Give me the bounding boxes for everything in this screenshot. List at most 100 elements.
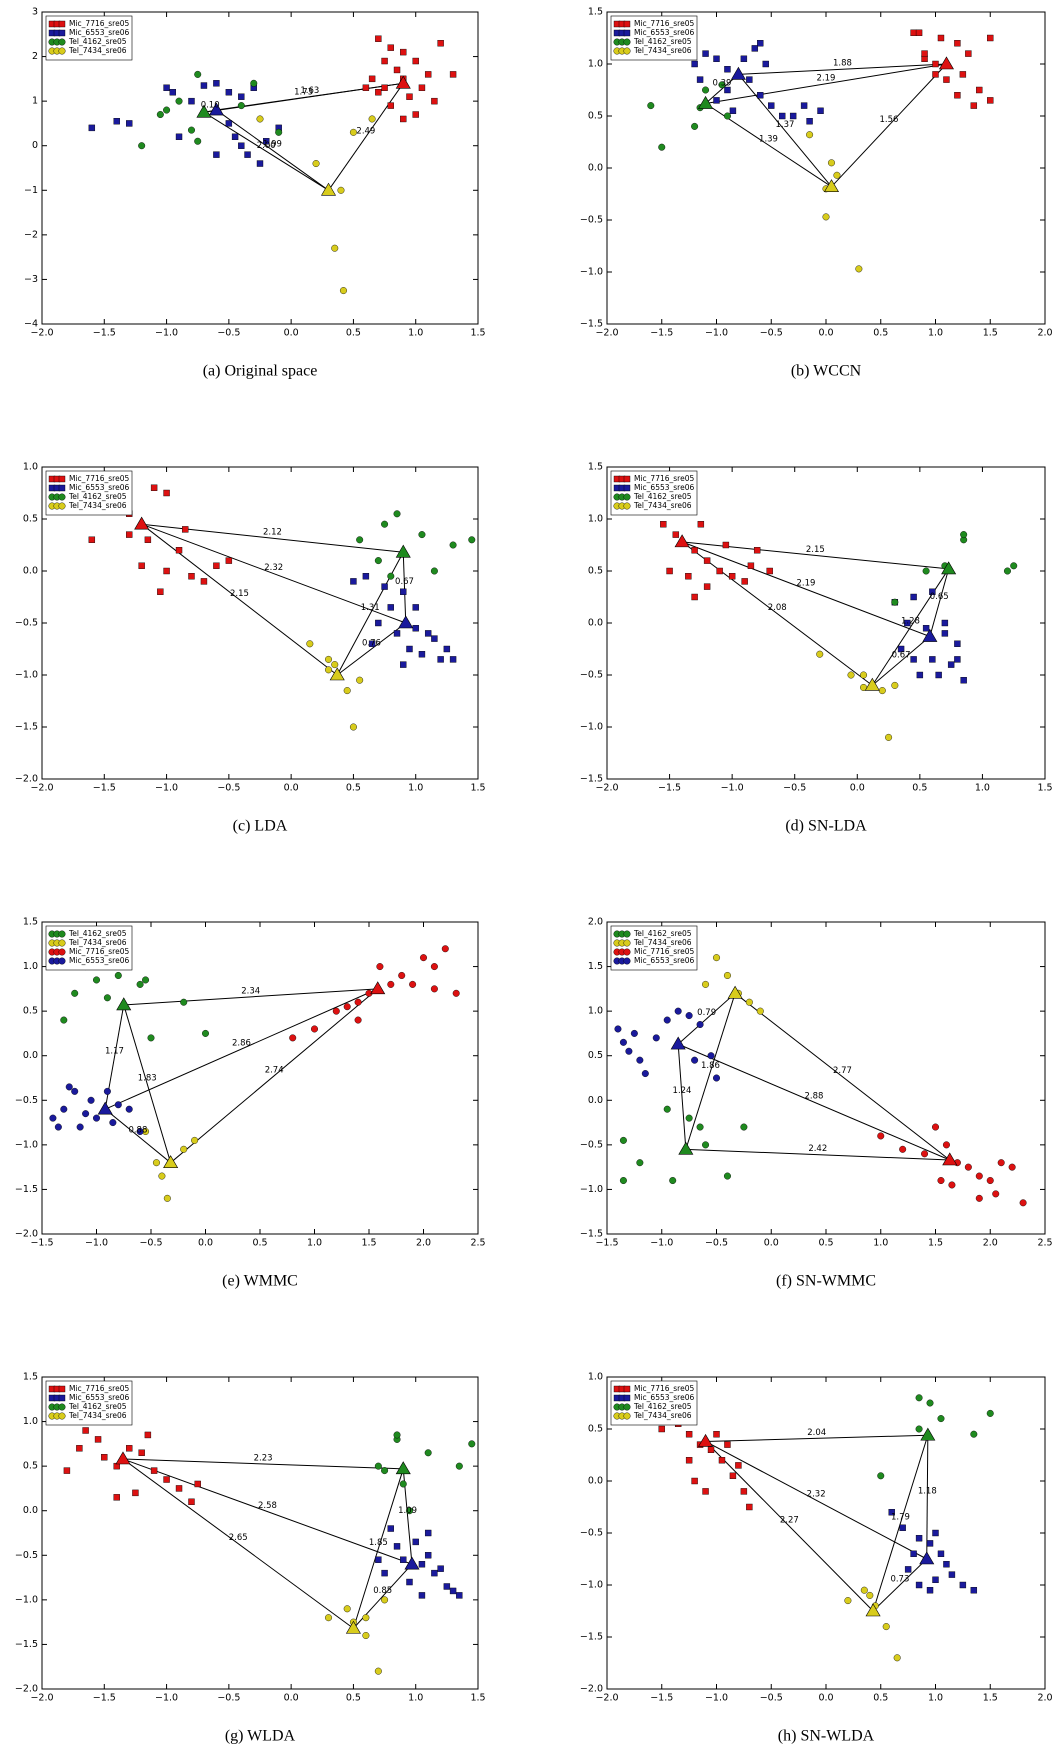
legend-marker (58, 29, 66, 37)
centroid (320, 182, 337, 196)
legend-marker (623, 502, 631, 510)
point (332, 1007, 340, 1015)
point (891, 598, 899, 606)
point (672, 531, 680, 538)
point (915, 1581, 923, 1589)
point (696, 76, 704, 83)
point (455, 1462, 463, 1470)
distance-label: 1.79 (891, 1513, 910, 1523)
point (922, 567, 930, 575)
x-tick-label: −2.0 (30, 1693, 53, 1704)
point (724, 86, 731, 94)
legend-marker (58, 20, 66, 28)
point (424, 630, 432, 637)
point (412, 57, 419, 65)
point (387, 980, 395, 988)
point (200, 578, 208, 585)
centroid-link (105, 988, 378, 1110)
point (723, 971, 731, 979)
point (779, 112, 786, 120)
x-tick-label: 0.0 (284, 328, 299, 339)
point (409, 980, 417, 988)
legend-marker (623, 47, 631, 55)
point (331, 661, 339, 669)
centroid-link (122, 1458, 413, 1565)
point (412, 1538, 419, 1546)
legend-label: Mic_6553_sre06 (69, 1393, 129, 1402)
point (375, 35, 382, 42)
point (757, 91, 764, 99)
point (325, 1614, 333, 1622)
caption: (b) WCCN (791, 363, 862, 380)
legend-marker (623, 484, 631, 492)
point (702, 1141, 710, 1149)
point (986, 1409, 994, 1417)
point (109, 1119, 117, 1127)
point (144, 536, 152, 543)
point (703, 557, 711, 564)
point (674, 1007, 682, 1015)
x-tick-label: −2.0 (30, 328, 53, 339)
point (449, 1587, 457, 1595)
legend-label: Tel_7434_sre06 (68, 1411, 127, 1420)
y-tick-label: −0.5 (15, 618, 38, 629)
panel: −1.5 −1.0 −0.5 0.0 0.5 1.0 1.5 2.0 2.5−2.0−1.5−1… (15, 917, 486, 1290)
centroid-link (705, 1441, 874, 1612)
x-tick-label: 0.5 (873, 1693, 888, 1704)
centroid-link (685, 1148, 950, 1161)
point (400, 1556, 407, 1563)
point (722, 541, 730, 549)
x-tick-label: −0.5 (705, 1238, 728, 1249)
point (76, 1123, 84, 1131)
y-tick-label: 0.0 (588, 1476, 603, 1487)
point (101, 1454, 108, 1461)
point (387, 1525, 394, 1532)
legend-marker (58, 1412, 66, 1420)
distance-label: 1.28 (901, 617, 920, 627)
point (899, 1145, 907, 1153)
distance-label: 2.19 (797, 579, 816, 589)
point (728, 573, 736, 580)
caption: (d) SN-LDA (785, 818, 867, 835)
x-tick-label: −2.0 (595, 1693, 618, 1704)
point (663, 1105, 671, 1113)
point (619, 1136, 627, 1144)
legend-label: Tel_4162_sre05 (68, 492, 127, 501)
point (954, 40, 961, 47)
centroid (865, 1603, 881, 1617)
centroid (134, 516, 150, 530)
point (866, 1591, 874, 1599)
point (82, 1427, 89, 1434)
point (702, 86, 710, 94)
point (975, 1172, 983, 1180)
distance-label: 1.83 (138, 1073, 157, 1083)
point (368, 115, 376, 123)
distance-label: 2.42 (808, 1144, 827, 1154)
centroid (670, 1036, 686, 1050)
y-tick-label: 1.5 (588, 462, 603, 473)
x-tick-label: 1.0 (408, 1693, 423, 1704)
point (685, 1456, 693, 1464)
x-tick-label: −1.0 (721, 783, 744, 794)
point (941, 619, 949, 627)
legend-marker (58, 948, 66, 956)
x-tick-label: −1.5 (93, 328, 116, 339)
point (922, 625, 930, 632)
point (630, 1029, 638, 1037)
legend-label: Tel_4162_sre05 (633, 929, 692, 938)
point (877, 1472, 885, 1480)
point (76, 1445, 83, 1452)
legend-label: Mic_7716_sre05 (634, 19, 694, 28)
x-tick-label: 2.5 (1037, 1238, 1052, 1249)
point (703, 583, 711, 590)
distance-label: 1.56 (879, 115, 898, 125)
point (356, 676, 364, 684)
distance-label: 0.65 (930, 592, 949, 602)
point (175, 547, 183, 554)
y-tick-label: 1.0 (23, 961, 38, 972)
centroid-link (123, 988, 378, 1006)
point (306, 640, 314, 648)
x-tick-label: 1.5 (983, 1693, 998, 1704)
point (431, 1569, 438, 1577)
distance-label: 1.99 (263, 140, 282, 150)
